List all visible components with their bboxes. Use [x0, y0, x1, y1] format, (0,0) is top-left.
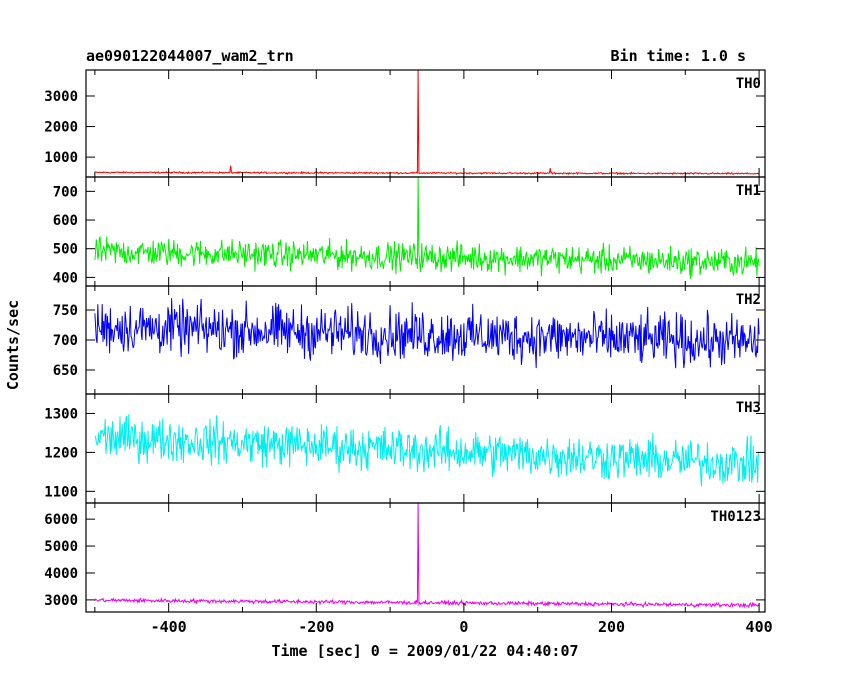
y-tick-label: 3000 — [44, 593, 78, 609]
y-tick-label: 1100 — [44, 484, 78, 500]
panel-frame-th0 — [85, 69, 766, 178]
y-tick-label: 500 — [53, 242, 78, 258]
y-tick-label: 700 — [53, 184, 78, 200]
y-tick-label: 1200 — [44, 445, 78, 461]
series-line-th1 — [94, 176, 760, 279]
y-tick-label: 1000 — [44, 150, 78, 166]
y-tick-label: 6000 — [44, 512, 78, 528]
series-line-th0123 — [94, 502, 760, 609]
x-tick-label: -400 — [151, 618, 187, 636]
y-tick-label: 700 — [53, 333, 78, 349]
panels-group: TH0100020003000TH1400500600700TH26507007… — [44, 69, 773, 636]
panel-label-th0123: TH0123 — [710, 509, 761, 525]
y-tick-label: 4000 — [44, 566, 78, 582]
panel-frame-th3 — [85, 393, 766, 504]
series-line-th0 — [94, 69, 760, 176]
panel-frame-th1 — [85, 176, 766, 287]
panel-frame-th0123 — [85, 502, 766, 613]
series-line-th3 — [94, 414, 760, 487]
y-tick-label: 5000 — [44, 539, 78, 555]
series-line-th2 — [94, 298, 760, 369]
y-tick-label: 400 — [53, 270, 78, 286]
y-tick-label: 650 — [53, 363, 78, 379]
panel-label-th3: TH3 — [736, 400, 761, 416]
panel-label-th2: TH2 — [736, 292, 761, 308]
x-tick-label: 400 — [746, 618, 773, 636]
y-tick-label: 1300 — [44, 406, 78, 422]
y-axis-label: Counts/sec — [4, 300, 22, 390]
chart-title: ae090122044007_wam2_trn — [86, 47, 294, 65]
y-tick-label: 600 — [53, 213, 78, 229]
x-tick-label: 0 — [459, 618, 468, 636]
x-tick-label: -200 — [298, 618, 334, 636]
panel-label-th0: TH0 — [736, 76, 761, 92]
y-tick-label: 3000 — [44, 89, 78, 105]
y-tick-label: 2000 — [44, 120, 78, 136]
bin-time-label: Bin time: 1.0 s — [611, 47, 746, 65]
y-tick-label: 750 — [53, 303, 78, 319]
panel-label-th1: TH1 — [736, 183, 761, 199]
x-tick-label: 200 — [598, 618, 625, 636]
x-axis-label: Time [sec] 0 = 2009/01/22 04:40:07 — [271, 642, 578, 660]
